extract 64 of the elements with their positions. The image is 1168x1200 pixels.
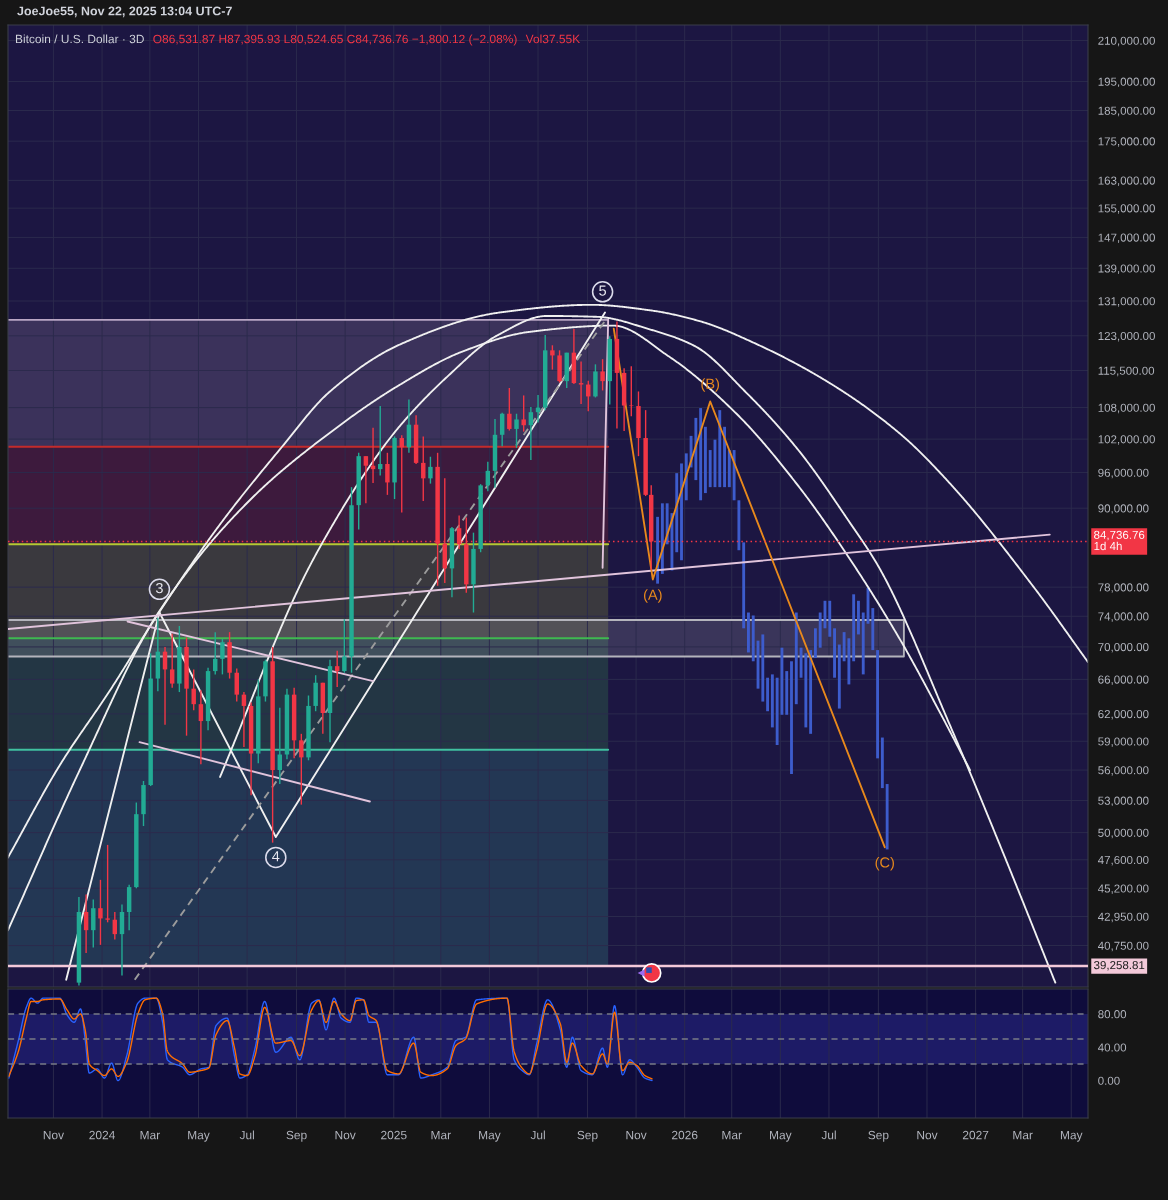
x-tick-label: Nov [335, 1130, 356, 1140]
x-tick-label: May [479, 1130, 501, 1142]
y-tick-label: 195,000.00 [1098, 77, 1155, 88]
x-tick-label: Mar [431, 1130, 451, 1140]
data-label: (A) [644, 589, 662, 603]
x-tick-label: Mar [140, 1130, 160, 1140]
annotation: Vol37.55K [525, 34, 580, 44]
y-tick-label: 78,000.00 [1098, 583, 1149, 593]
y-tick-label: 40,750.00 [1097, 941, 1149, 952]
x-tick-label: May [188, 1130, 210, 1142]
y-tick-label: 175,000.00 [1098, 137, 1155, 147]
x-tick-label: Jul [530, 1130, 545, 1140]
x-tick-label: 2025 [381, 1130, 407, 1140]
y-tick-label: 42,950.00 [1097, 912, 1149, 923]
y-tick-label: 131,000.00 [1098, 297, 1155, 307]
y-tick-label: 45,200.00 [1097, 884, 1149, 894]
x-tick-label: 2026 [672, 1130, 698, 1140]
annotation: O86,531.87 H87,395.93 L80,524.65 C84,736.76 −1,800.12 (−2.08%) [153, 34, 517, 46]
y-tick-label: 59,000.00 [1098, 737, 1149, 747]
x-tick-label: May [770, 1130, 792, 1142]
x-tick-label: Jul [821, 1130, 836, 1140]
y-tick-label: 70,000.00 [1098, 643, 1149, 653]
annotation: 5 [599, 285, 607, 296]
data-label: (C) [875, 856, 894, 871]
y-tick-label: 147,000.00 [1098, 233, 1155, 244]
y-tick-label: 56,000.00 [1098, 766, 1149, 776]
x-tick-label: 2027 [962, 1130, 989, 1140]
y-tick-label: 74,000.00 [1098, 612, 1149, 622]
y-tick-label: 102,000.00 [1098, 435, 1155, 445]
x-tick-label: Nov [917, 1130, 938, 1140]
y-tick-label: 47,600.00 [1097, 855, 1149, 866]
y-tick-label: 123,000.00 [1098, 331, 1155, 342]
y-tick-label: 66,000.00 [1098, 675, 1149, 686]
y-tick-label: 108,000.00 [1098, 403, 1155, 414]
y-tick-label: 115,500.00 [1098, 366, 1155, 377]
y-tick-label: 90,000.00 [1098, 504, 1149, 514]
y-tick-label: 62,000.00 [1098, 710, 1149, 720]
y-tick-label: 185,000.00 [1098, 106, 1155, 117]
y-tick-label: 139,000.00 [1098, 264, 1155, 274]
x-tick-label: Mar [722, 1130, 742, 1140]
y-tick-label: 0.00 [1098, 1076, 1120, 1085]
x-tick-label: May [1060, 1130, 1083, 1142]
annotation: 3 [155, 582, 163, 594]
chart-title: JoeJoe55, Nov 22, 2025 13:04 UTC-7 [17, 6, 232, 18]
x-tick-label: 2024 [89, 1130, 115, 1140]
y-tick-label: 96,000.00 [1098, 468, 1149, 479]
y-tick-label: 155,000.00 [1098, 204, 1155, 214]
y-tick-label: 80.00 [1098, 1010, 1127, 1019]
x-tick-label: Mar [1013, 1130, 1033, 1140]
y-tick-label: 53,000.00 [1098, 796, 1149, 807]
x-tick-label: Nov [43, 1130, 65, 1140]
x-tick-label: Sep [286, 1130, 307, 1142]
y-tick-label: 163,000.00 [1098, 176, 1155, 187]
ref-line-label: 39,258.81 [1093, 961, 1145, 971]
x-tick-label: Sep [868, 1130, 889, 1142]
annotation: 4 [272, 851, 280, 862]
ref-line-label: 84,736.76 1d 4h [1094, 530, 1145, 551]
y-tick-label: 50,000.00 [1098, 828, 1149, 839]
x-tick-label: Sep [577, 1130, 598, 1142]
x-tick-label: Jul [239, 1130, 254, 1140]
y-tick-label: 40.00 [1097, 1043, 1127, 1052]
x-tick-label: Nov [626, 1130, 647, 1140]
text: Bitcoin / U.S. Dollar · 3D [15, 34, 144, 44]
y-tick-label: 210,000.00 [1098, 36, 1155, 47]
